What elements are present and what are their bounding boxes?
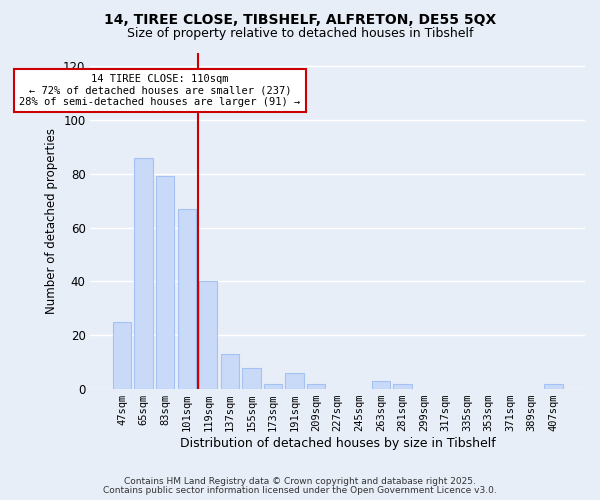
Bar [393, 384, 412, 389]
Bar [113, 322, 131, 389]
Bar [242, 368, 260, 389]
Bar [286, 373, 304, 389]
Bar [371, 381, 390, 389]
Text: Contains HM Land Registry data © Crown copyright and database right 2025.: Contains HM Land Registry data © Crown c… [124, 477, 476, 486]
Bar [178, 208, 196, 389]
Text: 14 TIREE CLOSE: 110sqm
← 72% of detached houses are smaller (237)
28% of semi-de: 14 TIREE CLOSE: 110sqm ← 72% of detached… [19, 74, 301, 107]
Bar [156, 176, 175, 389]
Bar [221, 354, 239, 389]
Y-axis label: Number of detached properties: Number of detached properties [44, 128, 58, 314]
X-axis label: Distribution of detached houses by size in Tibshelf: Distribution of detached houses by size … [180, 437, 496, 450]
Bar [544, 384, 563, 389]
Text: 14, TIREE CLOSE, TIBSHELF, ALFRETON, DE55 5QX: 14, TIREE CLOSE, TIBSHELF, ALFRETON, DE5… [104, 12, 496, 26]
Bar [134, 158, 153, 389]
Bar [264, 384, 282, 389]
Text: Size of property relative to detached houses in Tibshelf: Size of property relative to detached ho… [127, 28, 473, 40]
Bar [199, 282, 217, 389]
Bar [307, 384, 325, 389]
Text: Contains public sector information licensed under the Open Government Licence v3: Contains public sector information licen… [103, 486, 497, 495]
